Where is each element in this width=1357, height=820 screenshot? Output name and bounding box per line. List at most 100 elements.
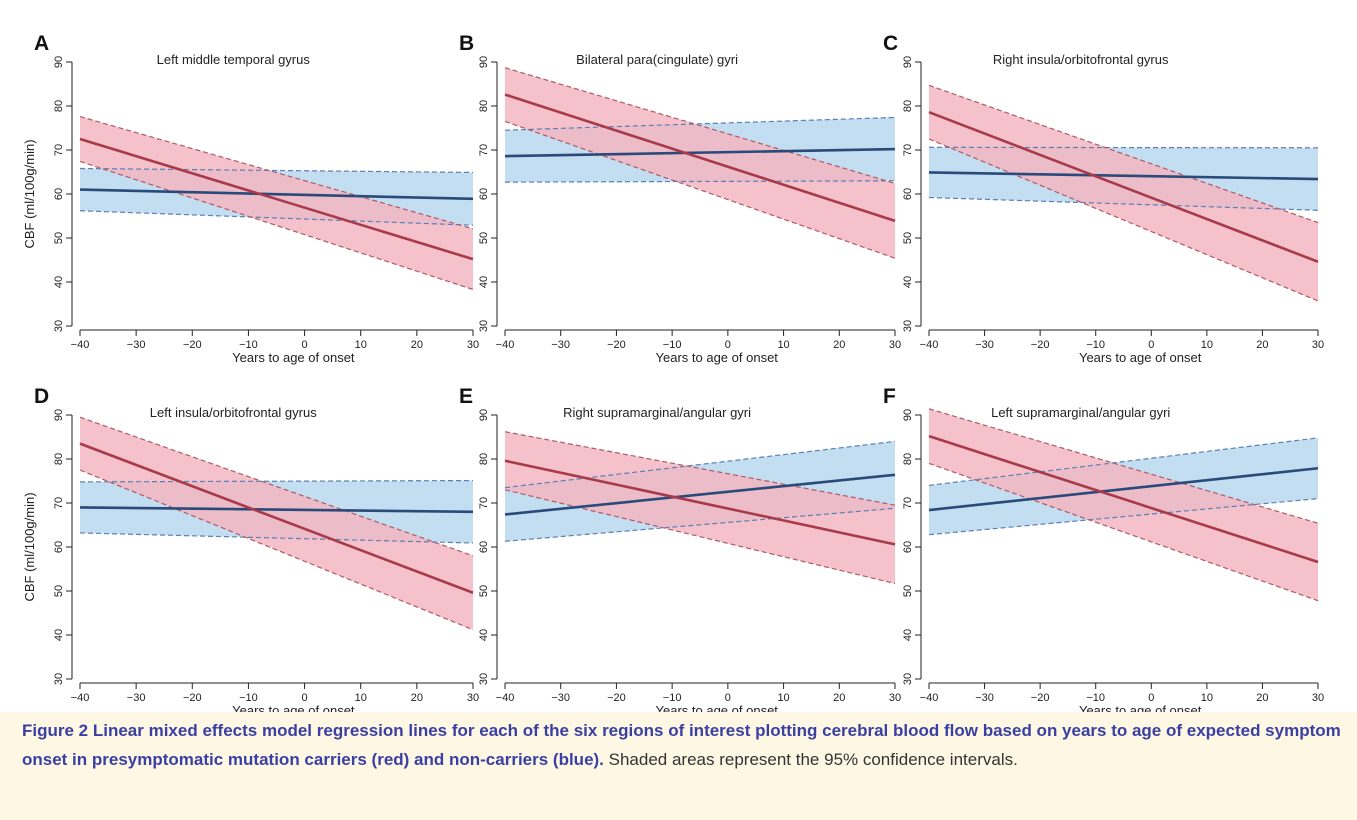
x-tick-label: 30 [889,339,901,351]
chart-panel-f: 30 40 50 60 70 80 90 −40 −30 −20 −10 0 10 20 30 Years t… [883,385,1324,712]
panel-title: Left insula/orbitofrontal gyrus [150,405,317,420]
caption-normal: Shaded areas represent the 95% confidenc… [603,750,1018,769]
y-axis-label: CBF (ml/100g/min) [22,139,37,248]
y-tick-label: 40 [902,276,914,288]
y-tick-label: 80 [478,100,490,112]
ci-band-carriers [80,116,473,290]
x-tick-label: 30 [889,692,901,704]
y-tick-label: 90 [53,409,65,421]
ci-upper-carriers [928,408,1319,524]
x-tick-label: −20 [183,339,202,351]
x-tick-label: 20 [833,339,845,351]
ci-lower-noncarriers [79,210,474,226]
y-tick-label: 40 [478,629,490,641]
y-tick-label: 90 [902,56,914,68]
ci-upper-carriers [79,416,474,557]
x-tick-label: −20 [607,339,626,351]
y-tick-label: 50 [902,585,914,597]
chart-panel-e: 30 40 50 60 70 80 90 −40 −30 −20 −10 0 10 20 30 Years t… [459,385,901,712]
x-tick-label: −40 [71,339,90,351]
x-tick-label: 20 [1256,692,1268,704]
x-tick-label: 30 [467,339,479,351]
y-tick-label: 30 [902,673,914,685]
x-tick-label: 20 [1256,339,1268,351]
y-tick-label: 80 [902,453,914,465]
x-tick-label: 10 [355,339,367,351]
ci-band-carriers [505,67,895,259]
x-tick-label: −20 [1031,692,1050,704]
regression-line-carriers [504,459,896,546]
x-tick-label: 30 [467,692,479,704]
ci-upper-carriers [504,431,896,506]
x-axis-label: Years to age of onset [656,350,779,365]
ci-upper-carriers [79,115,474,230]
x-tick-label: 10 [1201,339,1213,351]
caption-bold: Figure 2 Linear mixed effects model regr… [22,721,1341,769]
y-tick-label: 50 [53,585,65,597]
x-tick-label: 10 [355,692,367,704]
y-tick-label: 70 [53,497,65,509]
ci-band-carriers [505,431,895,584]
ci-lower-noncarriers [79,532,474,544]
y-tick-label: 30 [478,320,490,332]
y-tick-label: 80 [53,100,65,112]
ci-lower-noncarriers [928,196,1319,211]
x-tick-label: 10 [777,339,789,351]
x-tick-label: 0 [302,692,308,704]
x-tick-label: −40 [920,339,939,351]
figure-caption: Figure 2 Linear mixed effects model regr… [22,716,1342,774]
y-tick-label: 40 [902,629,914,641]
ci-lower-carriers [504,489,896,585]
panel-letter: E [459,385,473,408]
x-tick-label: 0 [725,692,731,704]
y-tick-label: 60 [53,541,65,553]
panel-title: Left middle temporal gyrus [157,52,311,67]
y-tick-label: 80 [478,453,490,465]
x-tick-label: −10 [663,692,682,704]
ci-lower-noncarriers [504,507,896,542]
y-tick-label: 70 [902,144,914,156]
x-tick-label: 20 [833,692,845,704]
ci-upper-carriers [928,84,1319,224]
regression-line-carriers [928,434,1319,564]
regression-line-noncarriers [79,188,474,201]
regression-line-carriers [79,137,474,261]
x-tick-label: 30 [1312,339,1324,351]
y-tick-label: 60 [478,188,490,200]
x-tick-label: −40 [920,692,939,704]
x-tick-label: −30 [975,339,994,351]
chart-panel-d: 30 40 50 60 70 80 90 −40 −30 −20 −10 0 10 20 30 Years t… [22,385,479,712]
chart-panel-c: 30 40 50 60 70 80 90 −40 −30 −20 −10 0 10 20 30 Years t… [883,32,1324,365]
y-tick-label: 90 [53,56,65,68]
regression-line-noncarriers [928,171,1319,181]
y-tick-label: 70 [478,144,490,156]
x-tick-label: −10 [239,339,258,351]
ci-lower-carriers [79,469,474,631]
regression-line-carriers [79,442,474,594]
chart-panel-a: 30 40 50 60 70 80 90 −40 −30 −20 −10 0 10 20 30 Years t… [22,32,479,365]
y-tick-label: 40 [53,276,65,288]
x-tick-label: −40 [496,339,515,351]
y-tick-label: 30 [53,673,65,685]
y-tick-label: 90 [902,409,914,421]
y-tick-label: 90 [478,409,490,421]
x-tick-label: −30 [551,339,570,351]
x-tick-label: −30 [975,692,994,704]
x-tick-label: 30 [1312,692,1324,704]
y-tick-label: 40 [478,276,490,288]
y-tick-label: 50 [478,585,490,597]
ci-lower-carriers [79,160,474,291]
ci-upper-noncarriers [504,116,896,131]
panel-title: Right supramarginal/angular gyri [563,405,751,420]
y-tick-label: 90 [478,56,490,68]
ci-band-carriers [929,408,1318,601]
regression-line-noncarriers [928,466,1319,512]
x-tick-label: 20 [411,692,423,704]
y-tick-label: 70 [902,497,914,509]
panel-letter: F [883,385,896,408]
y-tick-label: 70 [53,144,65,156]
ci-lower-carriers [928,138,1319,302]
x-tick-label: 20 [411,339,423,351]
ci-upper-noncarriers [504,440,896,489]
panel-letter: D [34,385,49,408]
